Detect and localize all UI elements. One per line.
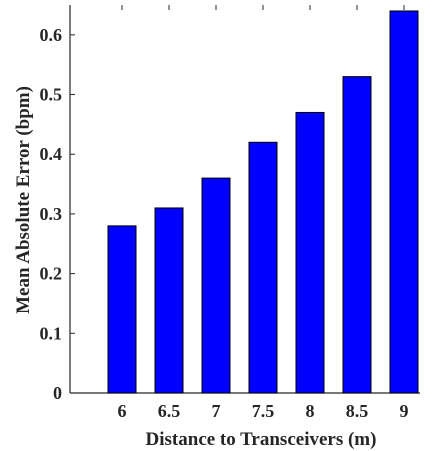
- bar: [107, 225, 137, 394]
- y-axis-label: Mean Absolute Error (bpm): [13, 86, 34, 314]
- y-tick-label: 0.5: [40, 85, 63, 105]
- bar: [201, 177, 231, 394]
- bar: [154, 207, 184, 394]
- x-tick-label: 7: [212, 401, 221, 421]
- y-tick-label: 0.2: [40, 264, 63, 284]
- bar: [389, 10, 419, 394]
- x-tick-label: 6.5: [158, 401, 181, 421]
- x-tick-labels: 6 6.5 7 7.5 8 8.5 9: [118, 401, 409, 421]
- x-axis-label: Distance to Transceivers (m): [146, 429, 377, 450]
- bar: [342, 76, 372, 394]
- bar: [248, 141, 278, 394]
- y-tick-labels: 0 0.1 0.2 0.3 0.4 0.5 0.6: [40, 25, 63, 403]
- y-tick-label: 0.1: [40, 323, 63, 343]
- bar: [295, 111, 325, 394]
- x-tick-label: 7.5: [252, 401, 275, 421]
- y-tick-label: 0.3: [40, 204, 63, 224]
- x-tick-label: 8.5: [346, 401, 369, 421]
- y-tick-label: 0: [53, 383, 62, 403]
- y-tick-label: 0.6: [40, 25, 63, 45]
- x-tick-label: 6: [118, 401, 127, 421]
- bars: [107, 10, 419, 394]
- x-tick-label: 8: [306, 401, 315, 421]
- y-tick-label: 0.4: [40, 144, 63, 164]
- x-tick-label: 9: [400, 401, 409, 421]
